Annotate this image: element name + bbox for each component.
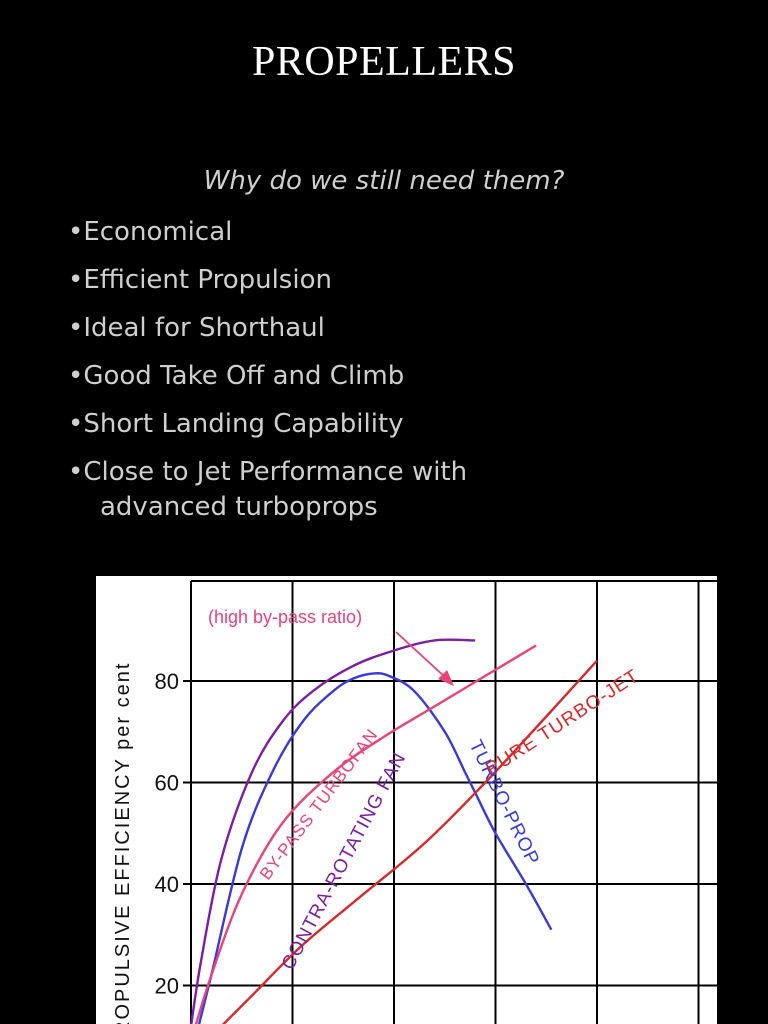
- bullet-short-landing: •Short Landing Capability: [68, 409, 404, 439]
- efficiency-chart: 20 40 60 80 ROPULSIVE EFFICIENCY per cent C…: [96, 576, 717, 1024]
- bullet-economical: •Economical: [68, 217, 233, 247]
- y-axis-ticks: 20 40 60 80: [155, 669, 191, 999]
- series-line-by-pass-turbofan: [194, 644, 537, 1024]
- bullet-take-off-climb: •Good Take Off and Climb: [68, 361, 405, 391]
- series-line-turbo-prop: [197, 672, 553, 1024]
- y-axis-label: ROPULSIVE EFFICIENCY per cent: [112, 662, 134, 1024]
- bullet-continuation: advanced turboprops: [100, 492, 378, 522]
- y-tick-label: 60: [155, 771, 179, 796]
- y-tick-label: 80: [155, 669, 179, 694]
- chart-grid: [190, 580, 717, 1024]
- chart-annotation: (high by-pass ratio): [208, 607, 362, 627]
- curve-label-pure-turbo-jet: PURE TURBO-JET: [482, 665, 643, 780]
- annotation-arrow-shaft: [395, 631, 447, 679]
- series-line-contra-rotating-fan: [190, 638, 476, 1024]
- slide-title: PROPELLERS: [251, 39, 517, 85]
- series-line-pure-turbo-jet: [221, 659, 598, 1024]
- chart-annotation-group: (high by-pass ratio): [208, 607, 454, 686]
- y-tick-label: 40: [155, 872, 179, 897]
- annotation-arrow-head: [438, 670, 454, 686]
- bullet-efficient-propulsion: •Efficient Propulsion: [68, 265, 332, 295]
- bullet-list: •Economical •Efficient Propulsion •Ideal…: [68, 212, 467, 500]
- slide-subtitle: Why do we still need them?: [203, 166, 565, 196]
- bullet-jet-performance: •Close to Jet Performance with: [68, 457, 468, 487]
- y-tick-label: 20: [155, 974, 179, 999]
- bullet-ideal-for-shorthaul: •Ideal for Shorthaul: [68, 313, 325, 343]
- chart-series: [190, 638, 598, 1024]
